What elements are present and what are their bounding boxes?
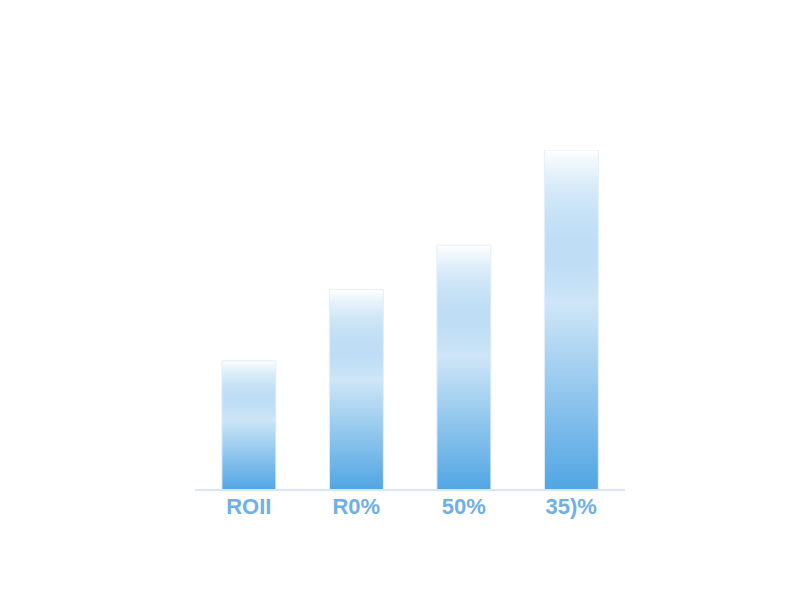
svg-text:50%: 50% [442,494,486,519]
svg-text:R0%: R0% [332,494,380,519]
svg-text:ROII: ROII [226,494,271,519]
svg-text:35)%: 35)% [546,494,597,519]
